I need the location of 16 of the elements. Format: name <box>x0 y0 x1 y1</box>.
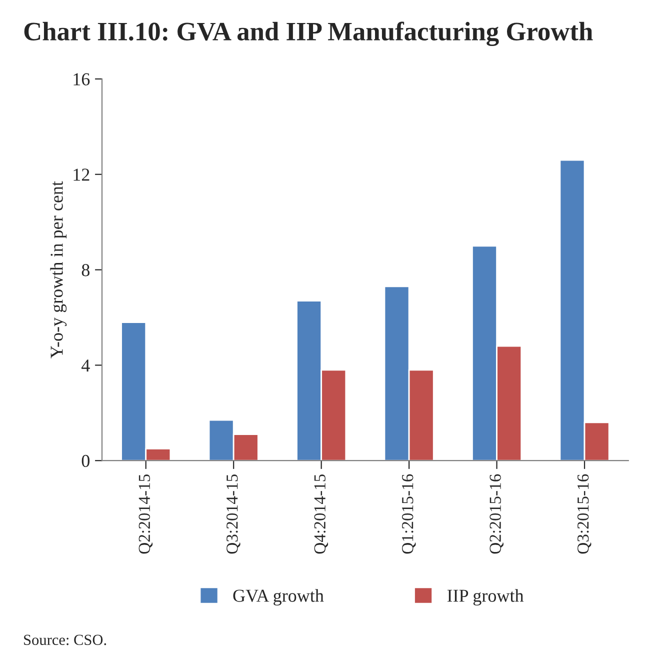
x-tick-label: Q2:2014-15 <box>138 474 153 554</box>
legend-label: IIP growth <box>447 589 524 606</box>
y-tick-label: 16 <box>74 73 90 86</box>
y-tick-label: 12 <box>74 168 90 181</box>
legend-label: GVA growth <box>233 589 324 606</box>
y-tick-label: 4 <box>82 360 90 372</box>
y-tick-label: 8 <box>82 264 90 276</box>
x-tick-label: Q2:2015-16 <box>490 474 504 554</box>
y-tick-label: 0 <box>82 454 90 468</box>
x-tick-label: Q4:2014-15 <box>314 474 328 554</box>
chart-title: Chart III.10: GVA and IIP Manufacturing Growth <box>24 22 593 46</box>
y-axis-title: Y-o-y growth in per cent <box>50 181 67 358</box>
source-note: Source: CSO. <box>24 634 106 646</box>
x-tick-label: Q3:2015-16 <box>577 474 592 554</box>
x-tick-label: Q3:2014-15 <box>226 474 240 554</box>
x-tick-label: Q1:2015-16 <box>402 474 416 554</box>
